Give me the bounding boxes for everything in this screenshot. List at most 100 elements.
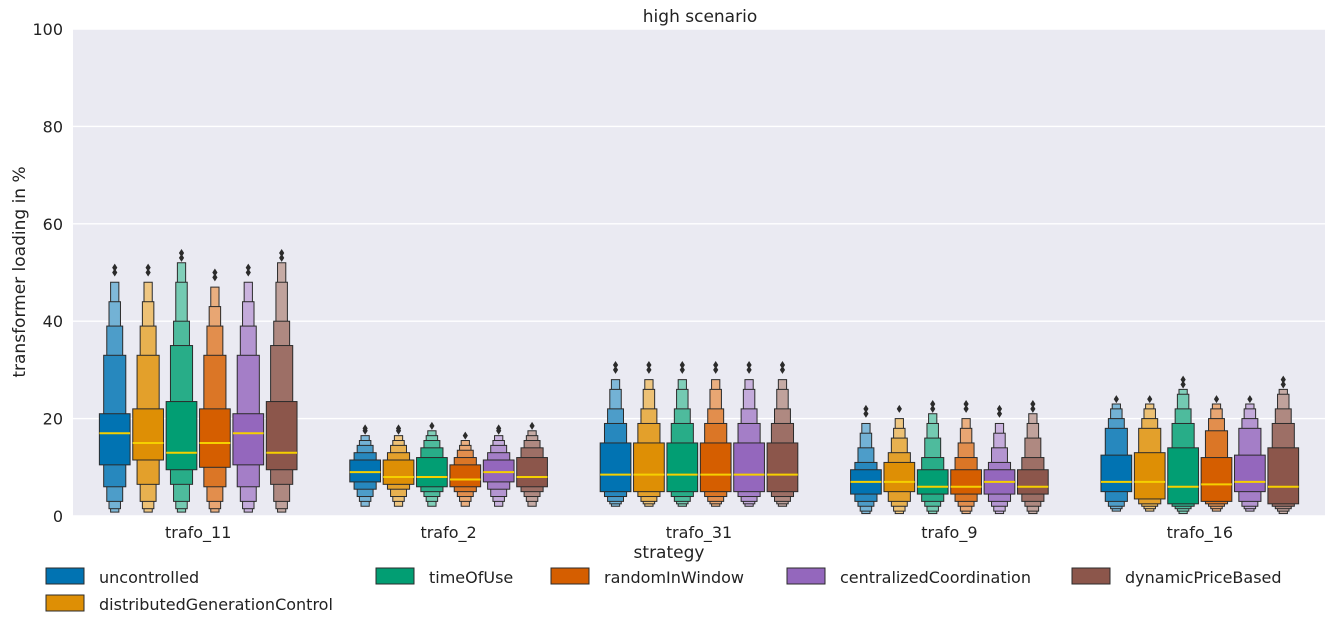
outlier-marker bbox=[1113, 395, 1119, 404]
boxen-level-box bbox=[1267, 447, 1300, 505]
outlier-marker bbox=[212, 273, 218, 282]
boxen-level-box bbox=[199, 408, 231, 468]
outlier-marker bbox=[746, 361, 752, 370]
outlier-marker bbox=[713, 365, 719, 374]
y-tick-label: 40 bbox=[43, 312, 63, 331]
boxen-level-box bbox=[416, 457, 448, 488]
boxen-uncontrolled-trafo_9 bbox=[850, 404, 882, 515]
boxen-randomInWindow-trafo_11 bbox=[199, 268, 231, 513]
outlier-marker bbox=[746, 365, 752, 374]
x-tick-label: trafo_2 bbox=[420, 523, 476, 543]
outlier-marker bbox=[646, 361, 652, 370]
outlier-marker bbox=[145, 263, 151, 272]
outlier-marker bbox=[996, 404, 1003, 413]
outlier-marker bbox=[963, 399, 969, 408]
outlier-marker bbox=[1180, 380, 1186, 389]
y-tick-label: 60 bbox=[43, 215, 63, 234]
outlier-marker bbox=[178, 249, 185, 258]
outlier-marker bbox=[1247, 395, 1253, 404]
boxen-level-box bbox=[1100, 454, 1133, 493]
outlier-marker bbox=[646, 365, 652, 374]
boxen-level-box bbox=[232, 413, 265, 466]
boxen-level-box bbox=[1167, 447, 1199, 505]
boxen-timeOfUse-trafo_11 bbox=[165, 249, 198, 513]
boxen-level-box bbox=[1133, 452, 1166, 500]
boxen-level-box bbox=[766, 442, 799, 493]
x-tick-label: trafo_9 bbox=[921, 523, 977, 543]
outlier-marker bbox=[1030, 404, 1036, 413]
outlier-marker bbox=[779, 361, 786, 370]
outlier-marker bbox=[395, 424, 402, 433]
outlier-marker bbox=[279, 253, 285, 262]
boxen-level-box bbox=[916, 469, 949, 495]
legend-swatch bbox=[45, 594, 85, 612]
boxen-level-box bbox=[599, 442, 632, 493]
boxen-randomInWindow-trafo_16 bbox=[1200, 395, 1233, 512]
outlier-marker bbox=[930, 404, 936, 413]
boxen-level-box bbox=[733, 442, 765, 493]
outlier-marker bbox=[963, 404, 969, 413]
boxen-level-box bbox=[265, 401, 298, 471]
legend-swatch bbox=[1071, 567, 1111, 585]
legend-item-randomInWindow: randomInWindow bbox=[550, 567, 744, 587]
boxen-level-box bbox=[516, 457, 548, 488]
legend-item-centralizedCoordination: centralizedCoordination bbox=[786, 567, 1031, 587]
outlier-marker bbox=[1213, 395, 1220, 404]
outlier-marker bbox=[362, 424, 368, 433]
boxen-randomInWindow-trafo_9 bbox=[950, 399, 982, 515]
boxen-distributedGenerationControl-trafo_9 bbox=[883, 404, 916, 515]
x-tick-label: trafo_31 bbox=[666, 523, 732, 543]
boxen-uncontrolled-trafo_16 bbox=[1100, 395, 1133, 512]
boxen-dynamicPriceBased-trafo_31 bbox=[766, 361, 799, 507]
boxen-level-box bbox=[1200, 457, 1233, 502]
boxen-timeOfUse-trafo_31 bbox=[666, 361, 699, 507]
legend-item-dynamicPriceBased: dynamicPriceBased bbox=[1071, 567, 1282, 587]
legend-item-timeOfUse: timeOfUse bbox=[375, 567, 513, 587]
legend-item-distributedGenerationControl: distributedGenerationControl bbox=[45, 594, 333, 614]
boxen-level-box bbox=[98, 413, 131, 466]
boxen-dynamicPriceBased-trafo_16 bbox=[1267, 375, 1300, 515]
boxen-centralizedCoordination-trafo_9 bbox=[983, 404, 1016, 515]
boxen-timeOfUse-trafo_16 bbox=[1167, 375, 1199, 515]
outlier-marker bbox=[612, 361, 619, 370]
boxen-level-box bbox=[633, 442, 665, 493]
boxen-level-box bbox=[699, 442, 732, 493]
legend-swatch bbox=[375, 567, 415, 585]
outlier-marker bbox=[1180, 375, 1186, 384]
x-tick-label: trafo_16 bbox=[1167, 523, 1233, 543]
boxen-timeOfUse-trafo_9 bbox=[916, 399, 949, 515]
outlier-marker bbox=[679, 361, 685, 370]
outlier-marker bbox=[1280, 375, 1286, 384]
boxen-uncontrolled-trafo_31 bbox=[599, 361, 632, 507]
legend-swatch bbox=[45, 567, 85, 585]
boxen-timeOfUse-trafo_2 bbox=[416, 421, 448, 507]
y-tick-labels: 0 20 40 60 80 100 bbox=[32, 20, 63, 526]
outlier-marker bbox=[112, 268, 118, 277]
boxen-randomInWindow-trafo_2 bbox=[449, 431, 482, 507]
outlier-marker bbox=[462, 431, 468, 440]
outlier-marker bbox=[612, 365, 619, 374]
outlier-marker bbox=[996, 409, 1003, 418]
boxen-level-box bbox=[1234, 454, 1266, 493]
boxen-level-box bbox=[449, 464, 482, 488]
boxen-centralizedCoordination-trafo_2 bbox=[482, 424, 515, 507]
boxen-dynamicPriceBased-trafo_9 bbox=[1017, 399, 1049, 515]
outlier-marker bbox=[178, 253, 185, 262]
x-axis-title: strategy bbox=[634, 543, 705, 563]
legend-item-uncontrolled: uncontrolled bbox=[45, 567, 199, 587]
boxen-dynamicPriceBased-trafo_2 bbox=[516, 421, 548, 507]
outlier-marker bbox=[496, 424, 502, 433]
legend-label: distributedGenerationControl bbox=[99, 595, 333, 614]
y-tick-label: 100 bbox=[32, 20, 63, 39]
boxen-centralizedCoordination-trafo_16 bbox=[1234, 395, 1266, 512]
boxen-distributedGenerationControl-trafo_31 bbox=[633, 361, 665, 507]
boxen-level-box bbox=[950, 469, 982, 495]
boxen-centralizedCoordination-trafo_11 bbox=[232, 263, 265, 513]
outlier-marker bbox=[863, 409, 869, 418]
outlier-marker bbox=[529, 421, 535, 430]
boxen-distributedGenerationControl-trafo_16 bbox=[1133, 395, 1166, 512]
boxen-uncontrolled-trafo_2 bbox=[349, 424, 381, 507]
boxen-uncontrolled-trafo_11 bbox=[98, 263, 131, 513]
outlier-marker bbox=[245, 268, 251, 277]
